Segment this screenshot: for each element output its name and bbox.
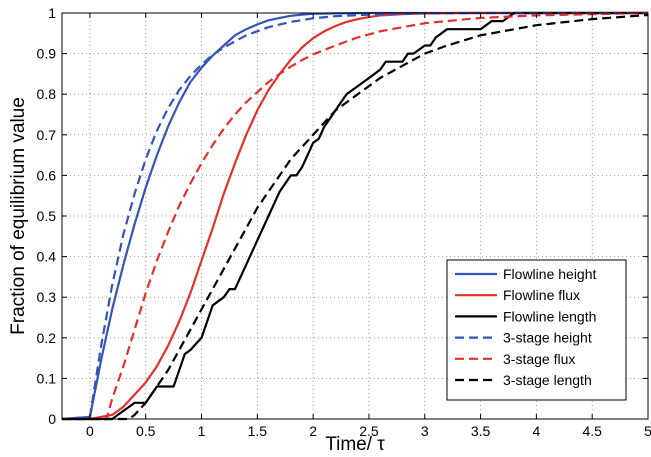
y-tick-label: 0.4 [37, 249, 57, 265]
x-tick-label: 1 [198, 423, 206, 439]
y-tick-label: 1 [48, 5, 56, 21]
series-line-3-stage-length [62, 13, 649, 421]
y-tick-label: 0.1 [37, 370, 57, 386]
series-line-3-stage-height [61, 11, 648, 421]
y-tick-label: 0.8 [37, 86, 57, 102]
legend-label: Flowline flux [503, 287, 580, 303]
legend-label: 3-stage length [503, 372, 592, 388]
x-axis-label: Time/ τ [325, 434, 385, 455]
y-tick-label: 0.7 [37, 127, 57, 143]
legend-box [446, 259, 627, 401]
y-tick-label: 0.3 [37, 289, 57, 305]
legend: Flowline height Flowline flux Flowline len… [446, 259, 627, 401]
legend-label: 3-stage flux [503, 351, 575, 367]
y-tick-label: 0 [48, 411, 56, 427]
y-tick-label: 0.9 [37, 46, 57, 62]
y-tick-label: 0.2 [37, 330, 57, 346]
x-tick-label: 3.5 [471, 423, 491, 439]
series-line-flowline-length [62, 11, 648, 421]
y-axis-label: Fraction of equilibrium value [8, 97, 29, 335]
legend-label: Flowline height [503, 266, 596, 282]
series-lines [61, 11, 649, 421]
axis-ticks: 0 0.5 1 1.5 2 2.5 3 3.5 4 4.5 5 0 0.1 0.2 0.3 0.4 0.5 0.6… [37, 5, 651, 439]
legend-label: Flowline length [503, 308, 596, 324]
x-tick-label: 4 [532, 423, 540, 439]
series-line-3-stage-flux [62, 11, 649, 421]
x-tick-label: 5 [644, 423, 651, 439]
legend-label: 3-stage height [503, 330, 592, 346]
x-tick-label: 1.5 [248, 423, 268, 439]
x-tick-label: 0 [86, 423, 94, 439]
y-tick-label: 0.6 [37, 167, 57, 183]
y-tick-label: 0.5 [37, 208, 57, 224]
x-tick-label: 0.5 [136, 423, 156, 439]
x-tick-label: 2.5 [359, 423, 379, 439]
x-tick-label: 2 [309, 423, 317, 439]
x-tick-label: 4.5 [582, 423, 602, 439]
x-tick-label: 3 [421, 423, 429, 439]
